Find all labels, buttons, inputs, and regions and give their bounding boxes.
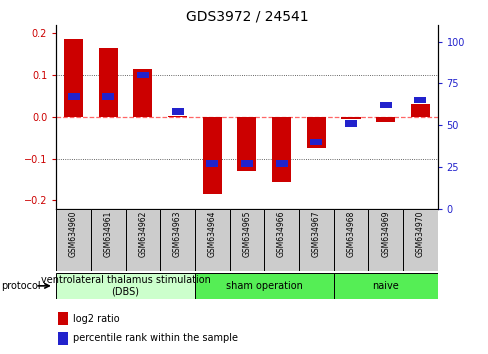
Text: ventrolateral thalamus stimulation
(DBS): ventrolateral thalamus stimulation (DBS)	[41, 275, 210, 297]
Bar	[102, 93, 114, 100]
Bar	[298, 209, 333, 271]
Bar	[410, 104, 429, 117]
Text: GSM634970: GSM634970	[415, 211, 424, 257]
Bar	[413, 97, 426, 103]
Title: GDS3972 / 24541: GDS3972 / 24541	[185, 10, 307, 24]
Bar	[275, 160, 287, 167]
Text: protocol: protocol	[1, 281, 41, 291]
Bar	[56, 209, 91, 271]
Bar	[206, 160, 218, 167]
Bar	[171, 108, 183, 115]
Bar	[375, 117, 394, 122]
Bar	[64, 39, 83, 117]
Bar	[271, 117, 290, 182]
Bar	[125, 209, 160, 271]
Bar	[309, 138, 322, 145]
Text: GSM634961: GSM634961	[103, 211, 113, 257]
Bar	[133, 69, 152, 117]
Bar	[58, 312, 67, 325]
Bar	[195, 209, 229, 271]
Text: GSM634967: GSM634967	[311, 211, 320, 257]
Text: sham operation: sham operation	[225, 281, 302, 291]
Text: percentile rank within the sample: percentile rank within the sample	[73, 333, 238, 343]
Text: GSM634966: GSM634966	[277, 211, 285, 257]
Bar	[195, 273, 333, 299]
Text: GSM634968: GSM634968	[346, 211, 355, 257]
Text: GSM634965: GSM634965	[242, 211, 251, 257]
Bar	[56, 273, 195, 299]
Bar	[241, 160, 252, 167]
Bar	[306, 117, 325, 148]
Bar	[402, 209, 437, 271]
Bar	[99, 48, 118, 117]
Bar	[341, 117, 360, 119]
Text: naive: naive	[371, 281, 398, 291]
Bar	[229, 209, 264, 271]
Bar	[58, 332, 67, 345]
Bar	[367, 209, 402, 271]
Bar	[333, 273, 437, 299]
Text: log2 ratio: log2 ratio	[73, 314, 120, 324]
Bar	[67, 93, 80, 100]
Text: GSM634960: GSM634960	[69, 211, 78, 257]
Text: GSM634964: GSM634964	[207, 211, 216, 257]
Bar	[344, 120, 356, 127]
Text: GSM634963: GSM634963	[173, 211, 182, 257]
Bar	[160, 209, 195, 271]
Bar	[237, 117, 256, 171]
Bar	[333, 209, 367, 271]
Bar	[203, 117, 222, 194]
Text: GSM634962: GSM634962	[138, 211, 147, 257]
Bar	[91, 209, 125, 271]
Bar	[137, 72, 149, 78]
Bar	[379, 102, 391, 108]
Text: GSM634969: GSM634969	[380, 211, 389, 257]
Bar	[168, 115, 187, 117]
Bar	[264, 209, 298, 271]
